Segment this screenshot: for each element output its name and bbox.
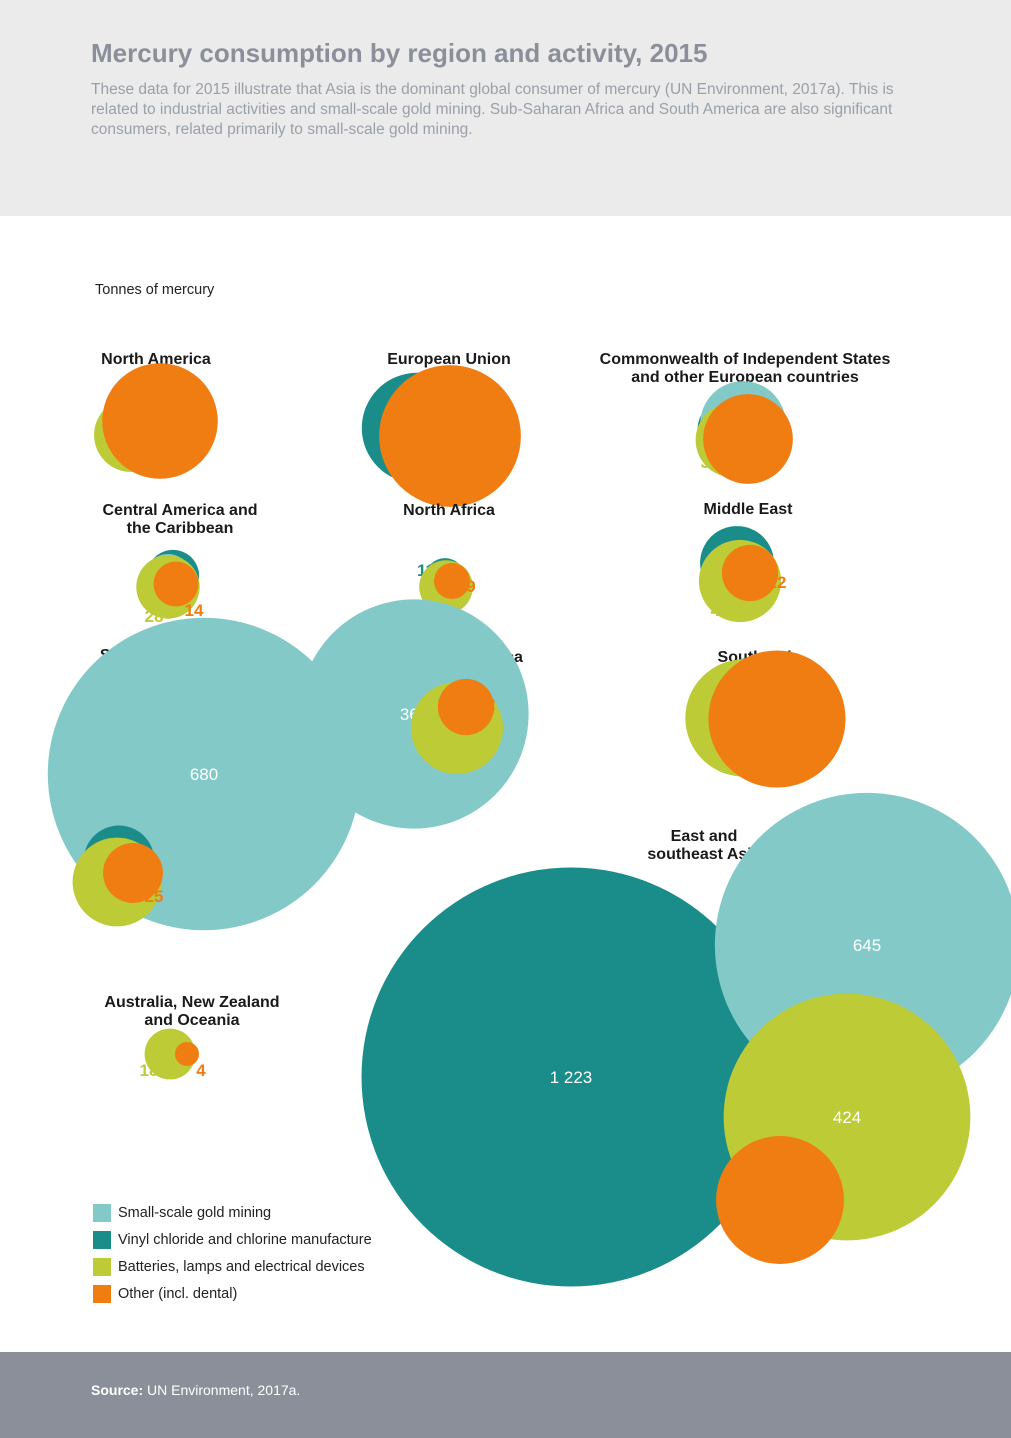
region-title: North Africa (403, 502, 495, 519)
bubble-value-label: 424 (833, 1108, 861, 1127)
bubble-value-label: 56 (763, 455, 782, 474)
bubble-value-label: 59 (474, 741, 493, 760)
bubble-value-label: 140 (478, 437, 506, 456)
bubble-other (379, 365, 521, 507)
region-group: North Africa11209 (403, 502, 495, 619)
legend-swatch-batteries (93, 1257, 111, 1276)
bubble-other (175, 1042, 199, 1066)
bubble-other (721, 544, 779, 602)
bubble-value-label: 25 (145, 887, 164, 906)
bubble-other (153, 561, 199, 607)
region-group: Sub-Saharan Africa36615922 (299, 599, 529, 829)
legend-label: Batteries, lamps and electrical devices (118, 1258, 365, 1275)
legend-label: Small-scale gold mining (118, 1204, 272, 1221)
bubble-value-label: 645 (853, 936, 881, 955)
unit-label: Tonnes of mercury (95, 282, 215, 298)
bubble-value-label: 18 (140, 1061, 159, 1080)
bubble-other (703, 394, 793, 484)
chart-subtitle: These data for 2015 illustrate that Asia… (91, 81, 894, 138)
legend-label: Other (incl. dental) (118, 1285, 238, 1302)
chart-title: Mercury consumption by region and activi… (91, 38, 708, 68)
legend-item-other: Other (incl. dental) (93, 1280, 372, 1307)
legend-item-vinyl-chloride: Vinyl chloride and chlorine manufacture (93, 1226, 372, 1253)
legend-item-gold-mining: Small-scale gold mining (93, 1199, 372, 1226)
legend-item-batteries: Batteries, lamps and electrical devices (93, 1253, 372, 1280)
bubble-other (102, 363, 218, 479)
region-group: North America83893 (94, 351, 218, 479)
bubble-value-label: 131 (796, 741, 824, 760)
region-title: North America (101, 351, 211, 368)
legend-swatch-vinyl-chloride (93, 1230, 111, 1249)
bubble-value-label: 47 (711, 601, 730, 620)
bubble-other (716, 1136, 844, 1264)
bubble-value-label: 28 (145, 607, 164, 626)
bubble-other (103, 843, 163, 903)
region-title: Central America and the Caribbean (102, 502, 257, 537)
bubble-value-label: 93 (183, 422, 202, 441)
bubble-value-label: 9 (466, 577, 475, 596)
region-title: East and southeast Asia (647, 828, 760, 863)
region-group: South America680355525 (47, 617, 361, 931)
region-group: Commonwealth of Independent States and ot… (600, 351, 891, 484)
bubble-other (434, 563, 470, 599)
bubble-value-label: 680 (190, 765, 218, 784)
bubble-value-label: 114 (806, 1200, 834, 1219)
bubble-vinyl-chloride (361, 867, 781, 1287)
bubble-value-label: 1 223 (550, 1068, 593, 1087)
region-group: East and southeast Asia 1 223 645 424 114 (361, 792, 1011, 1287)
bubble-value-label: 4 (196, 1061, 206, 1080)
legend-swatch-gold-mining (93, 1203, 111, 1222)
region-group: Australia, New Zealand and Oceania 18 4 (104, 994, 279, 1080)
source-note: Source: UN Environment, 2017a. (91, 1382, 300, 1398)
region-group: Middle East384722 (698, 501, 794, 623)
header-panel: Mercury consumption by region and activi… (0, 0, 1011, 216)
legend-swatch-other (93, 1284, 111, 1303)
legend: Small-scale gold mining Vinyl chloride a… (93, 1199, 372, 1307)
bubble-value-label: 22 (477, 695, 496, 714)
bubble-chart: North America83893 European Union(28)8525… (47, 351, 1011, 1287)
bubble-other (708, 650, 846, 788)
bubble-batteries (144, 1028, 196, 1080)
region-group: European Union(28)8525140 (361, 351, 521, 507)
region-group: South Asia32496131 (685, 649, 846, 788)
region-title: Middle East (704, 501, 794, 518)
region-title: Australia, New Zealand and Oceania (104, 994, 279, 1029)
bubble-value-label: 14 (185, 601, 204, 620)
region-title: Commonwealth of Independent States and ot… (600, 351, 891, 386)
bubble-value-label: 22 (768, 573, 787, 592)
footer: Source: UN Environment, 2017a. (0, 1352, 1011, 1438)
legend-label: Vinyl chloride and chlorine manufacture (118, 1231, 372, 1248)
source-label: Source: (91, 1382, 144, 1398)
source-text: UN Environment, 2017a. (143, 1382, 301, 1398)
bubble-other (437, 678, 495, 736)
bubble-value-label: 55 (94, 899, 113, 918)
